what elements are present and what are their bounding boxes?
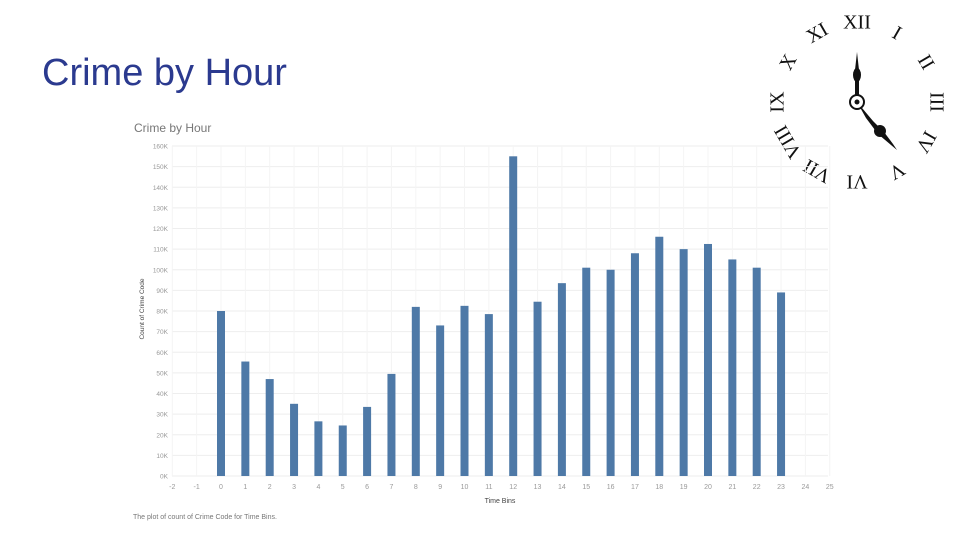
y-tick-label: 80K xyxy=(156,309,168,316)
x-tick-label: 11 xyxy=(485,484,492,491)
clock-numeral: III xyxy=(925,92,947,112)
bar-hour-12 xyxy=(509,156,518,476)
y-tick-label: 160K xyxy=(153,144,169,151)
bar-hour-0 xyxy=(217,311,225,476)
bar-hour-4 xyxy=(314,421,323,476)
bar-hour-3 xyxy=(290,403,299,476)
y-tick-label: 60K xyxy=(156,350,168,357)
bar-hour-21 xyxy=(728,259,737,476)
bar-hour-11 xyxy=(484,314,493,476)
bar-series xyxy=(217,156,786,476)
bar-hour-7 xyxy=(387,373,396,476)
x-tick-label: -2 xyxy=(169,484,175,491)
x-tick-label: 13 xyxy=(534,484,542,491)
x-tick-label: 25 xyxy=(826,484,834,491)
clock-numeral: VI xyxy=(846,170,867,192)
x-tick-label: 1 xyxy=(243,484,247,491)
bar-hour-20 xyxy=(704,243,712,476)
chart-caption: The plot of count of Crime Code for Time… xyxy=(133,514,277,521)
x-tick-label: -1 xyxy=(194,484,200,491)
x-tick-label: 9 xyxy=(438,484,442,491)
bar-hour-14 xyxy=(557,283,566,476)
bar-hour-23 xyxy=(777,292,786,476)
y-tick-label: 50K xyxy=(156,370,168,377)
clock-numeral: XII xyxy=(843,12,871,34)
bar-hour-18 xyxy=(655,236,664,476)
x-tick-label: 3 xyxy=(292,484,296,491)
x-tick-label: 22 xyxy=(753,484,761,491)
y-tick-label: 100K xyxy=(153,267,169,274)
x-tick-label: 19 xyxy=(680,484,688,491)
bar-hour-22 xyxy=(752,267,761,476)
x-tick-label: 18 xyxy=(655,484,663,491)
y-tick-label: 110K xyxy=(153,247,168,254)
x-tick-label: 10 xyxy=(461,484,469,491)
x-axis-label: Time Bins xyxy=(485,498,516,505)
slide-title: Crime by Hour xyxy=(42,52,287,94)
y-tick-label: 0K xyxy=(160,474,169,481)
x-tick-label: 24 xyxy=(802,484,810,491)
x-tick-label: 16 xyxy=(607,484,615,491)
y-axis-label: Count of Crime Code xyxy=(139,278,146,339)
bar-hour-6 xyxy=(363,406,372,476)
x-tick-label: 5 xyxy=(341,484,345,491)
bar-hour-19 xyxy=(679,249,688,476)
y-tick-label: 30K xyxy=(156,412,168,419)
bar-hour-13 xyxy=(533,301,542,476)
y-tick-label: 40K xyxy=(156,391,168,398)
bar-hour-2 xyxy=(265,379,274,476)
bar-hour-9 xyxy=(436,325,445,476)
y-tick-label: 130K xyxy=(153,205,169,212)
clock-pivot-dot xyxy=(854,99,860,105)
x-tick-label: 21 xyxy=(728,484,736,491)
bar-hour-5 xyxy=(338,425,347,476)
x-tick-label: 6 xyxy=(365,484,369,491)
bar-hour-1 xyxy=(241,361,250,476)
x-tick-label: 0 xyxy=(219,484,223,491)
x-tick-label: 23 xyxy=(777,484,785,491)
y-tick-label: 120K xyxy=(153,226,169,233)
x-tick-label: 7 xyxy=(389,484,393,491)
x-tick-label: 2 xyxy=(268,484,272,491)
y-tick-label: 70K xyxy=(156,329,168,336)
bar-hour-15 xyxy=(582,267,591,476)
y-tick-label: 150K xyxy=(153,164,169,171)
x-tick-label: 14 xyxy=(558,484,566,491)
x-axis-ticks: -2 -1 0 1 2 3 4 5 6 7 8 9 10 11 12 13 14 15 16 17 18 19 20 21 22… xyxy=(169,484,834,491)
x-tick-label: 15 xyxy=(582,484,590,491)
y-tick-label: 10K xyxy=(156,453,168,460)
x-tick-label: 12 xyxy=(509,484,517,491)
x-tick-label: 8 xyxy=(414,484,418,491)
chart-title: Crime by Hour xyxy=(134,121,211,135)
y-tick-label: 90K xyxy=(156,288,168,295)
bar-hour-16 xyxy=(606,269,615,476)
clock-minute-hand-bulb xyxy=(853,68,861,82)
clock-hour-hand-bulb xyxy=(874,125,886,137)
x-tick-label: 17 xyxy=(631,484,639,491)
y-tick-label: 20K xyxy=(156,432,168,439)
bar-hour-10 xyxy=(460,305,469,476)
x-tick-label: 4 xyxy=(316,484,320,491)
x-tick-label: 20 xyxy=(704,484,712,491)
bar-hour-17 xyxy=(630,253,639,476)
bar-hour-8 xyxy=(411,306,420,476)
clock-numeral: IX xyxy=(767,91,789,113)
y-tick-label: 140K xyxy=(153,185,169,192)
y-axis-ticks: 0K 10K 20K 30K 40K 50K 60K 70K 80K 90K 100K 110K 120… xyxy=(153,144,169,481)
